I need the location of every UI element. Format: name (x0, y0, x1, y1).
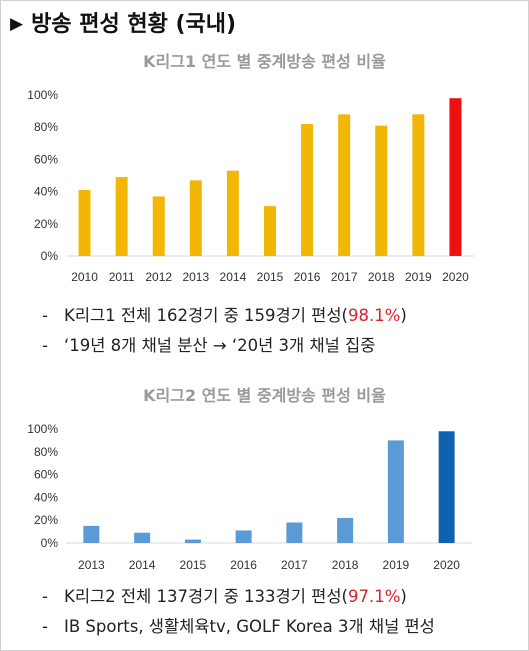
k2-ytick-label: 0% (41, 536, 59, 550)
k2-bar (134, 532, 151, 543)
k1-ytick-label: 60% (34, 152, 58, 166)
k1-category-label: 2011 (109, 270, 135, 284)
k2-bullet-1: - K리그2 전체 137경기 중 133경기 편성(97.1%) (42, 583, 407, 607)
k1-category-label: 2018 (368, 270, 395, 284)
bullet-dash: - (42, 336, 48, 355)
k2-bar (337, 517, 354, 543)
k2-ytick-label: 100% (27, 422, 58, 436)
k1-bar (338, 114, 351, 256)
k1-bar (152, 196, 165, 256)
k1-ytick-label: 40% (34, 185, 58, 199)
k1-bar (301, 123, 314, 256)
k2-category-label: 2013 (78, 558, 105, 572)
k1-category-label: 2015 (257, 270, 284, 284)
k2-bar (438, 431, 455, 543)
k2-category-label: 2016 (230, 558, 257, 572)
bullet-dash: - (42, 617, 48, 636)
k1-ytick-label: 80% (34, 120, 58, 134)
k2-category-label: 2019 (383, 558, 410, 572)
k1-bar (115, 177, 128, 256)
k1-bar (449, 98, 462, 256)
k1-bullet-1-suffix: ) (400, 306, 407, 325)
k2-bullet-1-highlight: 97.1% (347, 587, 401, 606)
k2-bar (83, 525, 100, 543)
k1-bullet-1-highlight: 98.1% (347, 306, 401, 325)
k1-bar (78, 189, 91, 256)
k2-bar (235, 530, 252, 543)
page-title: ▶ 방송 편성 현황 (국내) (10, 6, 236, 38)
k2-bullet-2: - IB Sports, 생활체육tv, GOLF Korea 3개 채널 편성 (42, 613, 435, 637)
bullet-dash: - (42, 306, 48, 325)
page-title-text: 방송 편성 현황 (국내) (31, 12, 237, 37)
k2-ytick-label: 20% (34, 513, 58, 527)
k2-category-label: 2015 (180, 558, 207, 572)
k2-chart-title: K리그2 연도 별 중계방송 편성 비율 (143, 386, 386, 405)
k1-category-label: 2014 (220, 270, 247, 284)
k1-bar (412, 114, 425, 256)
k1-category-label: 2010 (71, 270, 98, 284)
k1-bullet-1-text: K리그1 전체 162경기 중 159경기 편성( (64, 306, 348, 325)
k1-bullet-2: - ‘19년 8개 채널 분산 → ‘20년 3개 채널 집중 (42, 332, 375, 356)
k1-category-label: 2013 (182, 270, 209, 284)
k1-chart-title: K리그1 연도 별 중계방송 편성 비율 (143, 52, 386, 71)
k1-category-label: 2020 (442, 270, 469, 284)
k2-bar (286, 522, 303, 543)
k2-bar (387, 440, 404, 543)
k1-bullet-1: - K리그1 전체 162경기 중 159경기 편성(98.1%) (42, 302, 407, 326)
bullet-dash: - (42, 587, 48, 606)
k2-category-label: 2018 (332, 558, 359, 572)
k2-ytick-label: 80% (34, 445, 58, 459)
k2-category-label: 2020 (433, 558, 460, 572)
k2-ytick-label: 60% (34, 468, 58, 482)
k1-category-label: 2019 (405, 270, 432, 284)
k2-bullet-1-suffix: ) (400, 587, 407, 606)
k1-ytick-label: 100% (27, 88, 58, 102)
k2-bullet-2-text: IB Sports, 생활체육tv, GOLF Korea 3개 채널 편성 (64, 617, 435, 636)
k1-category-label: 2017 (331, 270, 358, 284)
k1-bar-chart: 0% 20% 40% 60% 80% 100% 2010 2011 2012 2013 2014 20… (27, 88, 474, 284)
k1-bullet-2-text: ‘19년 8개 채널 분산 → ‘20년 3개 채널 집중 (64, 336, 376, 355)
k2-category-label: 2017 (281, 558, 308, 572)
k1-category-label: 2012 (145, 270, 172, 284)
k1-bar (375, 125, 388, 256)
k1-bar (264, 206, 276, 256)
k1-bar (189, 180, 202, 256)
k1-bar (226, 170, 239, 256)
k2-category-label: 2014 (129, 558, 156, 572)
triangle-right-icon: ▶ (10, 14, 24, 34)
k1-category-label: 2016 (294, 270, 321, 284)
k1-ytick-label: 20% (34, 217, 58, 231)
k1-ytick-label: 0% (41, 249, 59, 263)
k2-ytick-label: 40% (34, 490, 58, 504)
k2-bar (184, 539, 201, 543)
k2-bullet-1-text: K리그2 전체 137경기 중 133경기 편성( (64, 587, 348, 606)
